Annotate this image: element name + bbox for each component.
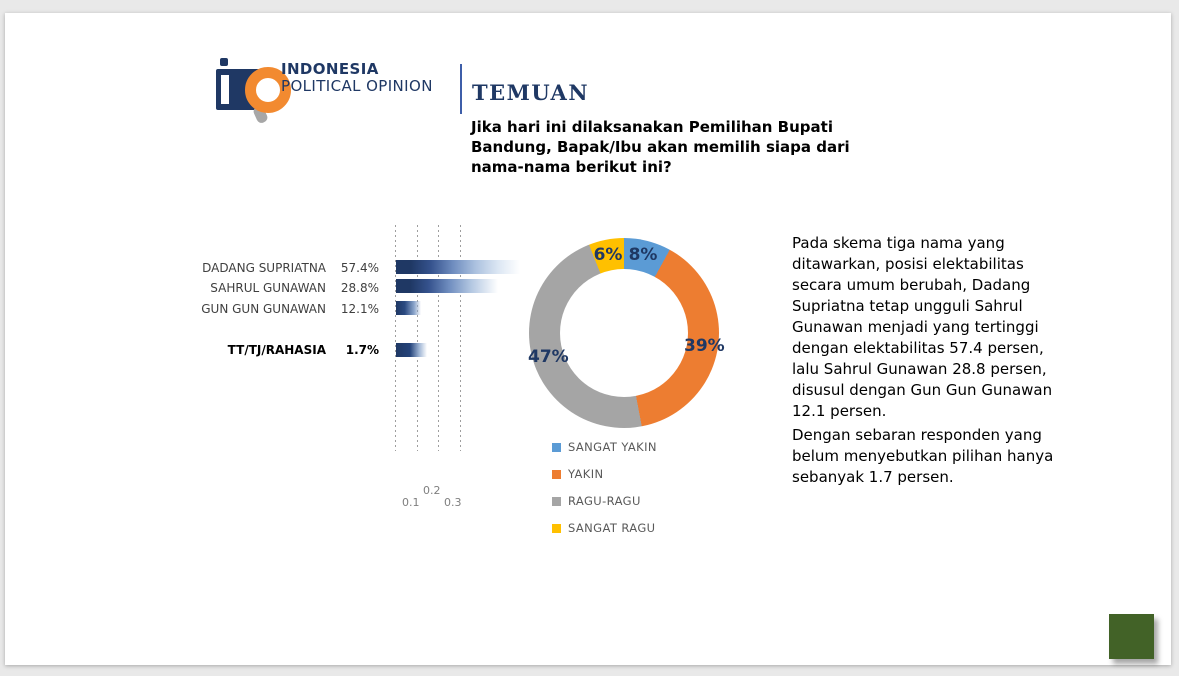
slice-label-yakin: 39% xyxy=(684,336,725,356)
bar-value-label: 28.8% xyxy=(340,281,379,295)
bar-row: TT/TJ/RAHASIA 1.7% xyxy=(145,342,379,358)
legend-swatch-yakin xyxy=(552,469,561,479)
legend-label: SANGAT YAKIN xyxy=(568,440,657,454)
gridline-03 xyxy=(460,225,461,451)
slice-label-sangat-ragu: 6% xyxy=(593,245,623,265)
bar-dadang-supriatna xyxy=(396,260,520,274)
gridline-02 xyxy=(438,225,439,451)
logo-i-dot-icon xyxy=(220,58,228,66)
bar-row: SAHRUL GUNAWAN 28.8% xyxy=(145,280,379,296)
header-divider xyxy=(460,64,462,114)
bar-tt-tj-rahasia xyxy=(396,343,427,357)
logo-o-ring-icon xyxy=(245,67,291,113)
question-text: Jika hari ini dilaksanakan Pemilihan Bup… xyxy=(471,118,850,176)
x-axis-tick: 0.1 xyxy=(402,496,420,509)
legend-item: YAKIN xyxy=(552,467,657,481)
legend-swatch-sangat-yakin xyxy=(552,442,561,452)
commentary-paragraph-2: Dengan sebaran responden yang belum meny… xyxy=(792,426,1054,486)
page-title: TEMUAN xyxy=(472,80,590,105)
slide: INDONESIA POLITICAL OPINION TEMUAN Jika … xyxy=(5,13,1171,665)
gridline-01 xyxy=(417,225,418,451)
donut-ring xyxy=(529,238,719,428)
brand-name: INDONESIA xyxy=(281,60,379,78)
legend-item: RAGU-RAGU xyxy=(552,494,657,508)
bar-category-label: DADANG SUPRIATNA xyxy=(202,261,326,275)
legend-swatch-sangat-ragu xyxy=(552,523,561,533)
gridline-axis xyxy=(395,225,396,451)
legend: SANGAT YAKIN YAKIN RAGU-RAGU SANGAT RAGU xyxy=(552,440,657,535)
legend-label: YAKIN xyxy=(568,467,604,481)
bar-value-label: 12.1% xyxy=(340,302,379,316)
green-square-decoration xyxy=(1109,614,1154,659)
x-axis-tick: 0.3 xyxy=(444,496,462,509)
bar-value-label: 1.7% xyxy=(345,343,379,357)
x-axis-tick: 0.2 xyxy=(423,484,441,497)
legend-item: SANGAT RAGU xyxy=(552,521,657,535)
bar-gun-gun-gunawan xyxy=(396,301,421,315)
bar-value-label: 57.4% xyxy=(340,261,379,275)
bar-category-label: TT/TJ/RAHASIA xyxy=(227,343,326,357)
bar-row: GUN GUN GUNAWAN 12.1% xyxy=(145,301,379,317)
slice-label-sangat-yakin: 8% xyxy=(628,245,658,265)
slice-label-ragu-ragu: 47% xyxy=(528,347,569,367)
logo-i-stem-icon xyxy=(221,75,229,104)
bar-row: DADANG SUPRIATNA 57.4% xyxy=(145,260,379,276)
donut-hole xyxy=(560,269,688,397)
commentary-paragraph-1: Pada skema tiga nama yang ditawarkan, po… xyxy=(792,234,1053,420)
legend-label: RAGU-RAGU xyxy=(568,494,641,508)
bar-sahrul-gunawan xyxy=(396,279,498,293)
bar-category-label: GUN GUN GUNAWAN xyxy=(201,302,326,316)
legend-swatch-ragu-ragu xyxy=(552,496,561,506)
legend-label: SANGAT RAGU xyxy=(568,521,656,535)
bar-category-label: SAHRUL GUNAWAN xyxy=(210,281,326,295)
brand-subtitle: POLITICAL OPINION xyxy=(281,77,433,95)
legend-item: SANGAT YAKIN xyxy=(552,440,657,454)
